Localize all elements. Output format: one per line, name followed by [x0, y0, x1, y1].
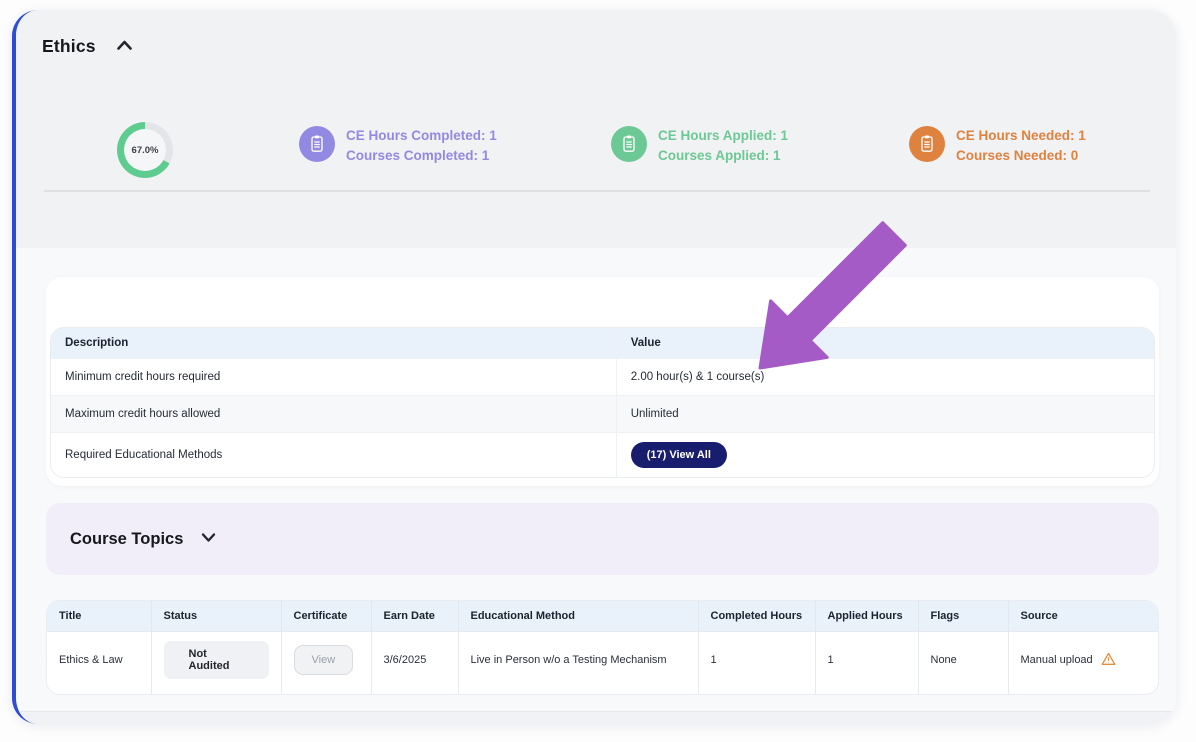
course-educational-method: Live in Person w/o a Testing Mechanism [458, 631, 699, 694]
column-header-value: Value [615, 328, 1154, 358]
column-header-source: Source [1008, 601, 1158, 632]
course-topics-title: Course Topics [70, 529, 184, 548]
requirement-value: Unlimited [615, 395, 1154, 432]
table-row: Required Educational Methods (17) View A… [51, 432, 1154, 477]
course-row: Ethics & Law Not Audited View 3/6/2025 L… [47, 631, 1158, 694]
progress-donut: 67.0% [117, 122, 173, 178]
courses-table: Title Status Certificate Earn Date Educa… [47, 601, 1158, 694]
table-row: Maximum credit hours allowed Unlimited [51, 395, 1154, 432]
chevron-up-icon [116, 39, 133, 54]
chevron-down-icon [201, 530, 216, 548]
stat-line: CE Hours Completed: 1 [346, 128, 497, 143]
stat-lines: CE Hours Needed: 1 Courses Needed: 0 [956, 126, 1086, 166]
column-header-educational-method: Educational Method [458, 601, 699, 632]
report-icon [299, 126, 335, 162]
card-footer [16, 711, 1176, 724]
stat-lines: CE Hours Completed: 1 Courses Completed:… [346, 126, 497, 166]
course-source-label: Manual upload [1020, 654, 1093, 666]
column-header-flags: Flags [918, 601, 1009, 632]
column-header-description: Description [51, 328, 616, 358]
column-header-title: Title [47, 601, 152, 632]
stat-line: Courses Completed: 1 [346, 148, 490, 163]
report-icon [611, 126, 647, 162]
summary-strip: Ethics 67.0% CE Hours Compl [16, 10, 1176, 248]
page-title: Ethics [42, 36, 96, 56]
requirement-description: Required Educational Methods [51, 432, 616, 477]
course-flags: None [918, 631, 1009, 694]
summary-divider [44, 190, 1150, 192]
requirement-value: 2.00 hour(s) & 1 course(s) [615, 358, 1154, 395]
column-header-completed-hours: Completed Hours [698, 601, 816, 632]
section-collapse-toggle[interactable] [116, 39, 133, 54]
stat-line: Courses Needed: 0 [956, 148, 1079, 163]
course-applied-hours: 1 [815, 631, 919, 694]
requirement-description: Maximum credit hours allowed [51, 395, 616, 432]
course-earn-date: 3/6/2025 [371, 631, 459, 694]
report-icon [909, 126, 945, 162]
stat-hours-applied: CE Hours Applied: 1 Courses Applied: 1 [611, 126, 788, 166]
stat-line: CE Hours Applied: 1 [658, 128, 789, 143]
column-header-applied-hours: Applied Hours [815, 601, 919, 632]
ethics-section-card: Ethics 67.0% CE Hours Compl [12, 10, 1176, 724]
stat-hours-completed: CE Hours Completed: 1 Courses Completed:… [299, 126, 497, 166]
section-header: Ethics [42, 36, 133, 57]
requirements-panel: Description Value Minimum credit hours r… [46, 277, 1159, 486]
course-source: Manual upload [1021, 652, 1147, 669]
view-all-methods-button[interactable]: (17) View All [630, 442, 727, 468]
stat-lines: CE Hours Applied: 1 Courses Applied: 1 [658, 126, 788, 166]
requirements-header-row: Description Value [51, 328, 1154, 358]
courses-panel: Title Status Certificate Earn Date Educa… [46, 600, 1159, 695]
stat-line: CE Hours Needed: 1 [956, 128, 1086, 143]
requirement-description: Minimum credit hours required [51, 358, 616, 395]
stat-hours-needed: CE Hours Needed: 1 Courses Needed: 0 [909, 126, 1086, 166]
warning-triangle-icon[interactable] [1101, 652, 1116, 669]
requirements-table: Description Value Minimum credit hours r… [50, 327, 1155, 478]
table-row: Minimum credit hours required 2.00 hour(… [51, 358, 1154, 395]
stat-line: Courses Applied: 1 [658, 148, 781, 163]
course-completed-hours: 1 [698, 631, 816, 694]
column-header-status: Status [151, 601, 282, 632]
progress-donut-label: 67.0% [124, 129, 166, 171]
course-title: Ethics & Law [47, 631, 152, 694]
column-header-earn-date: Earn Date [371, 601, 459, 632]
column-header-certificate: Certificate [281, 601, 372, 632]
courses-header-row: Title Status Certificate Earn Date Educa… [47, 601, 1158, 632]
view-certificate-button[interactable]: View [293, 645, 354, 675]
course-topics-toggle[interactable]: Course Topics [46, 503, 1159, 575]
status-badge: Not Audited [163, 641, 269, 679]
